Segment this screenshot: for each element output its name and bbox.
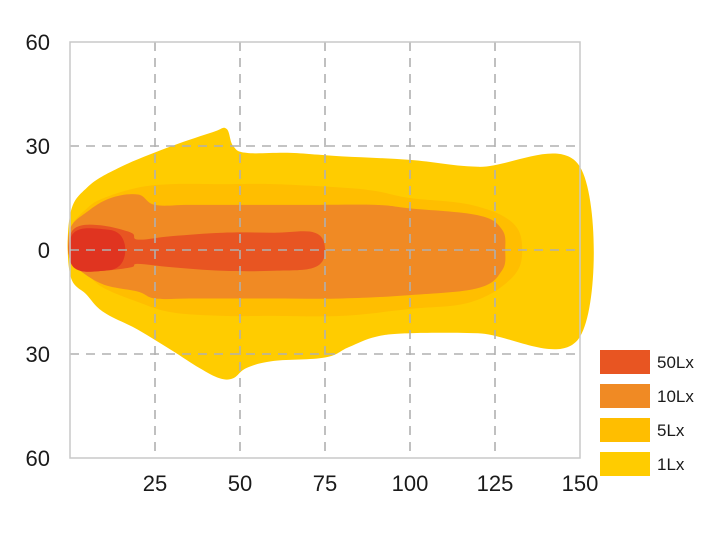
y-tick-label: 0 <box>38 238 50 263</box>
area-50lx <box>68 224 325 272</box>
legend-swatch <box>600 452 650 476</box>
legend-swatch <box>600 384 650 408</box>
x-tick-label: 100 <box>392 471 429 496</box>
legend-label: 1Lx <box>657 455 685 474</box>
x-tick-label: 50 <box>228 471 252 496</box>
y-tick-label: 30 <box>26 134 50 159</box>
legend-label: 5Lx <box>657 421 685 440</box>
grid-lines <box>70 42 580 458</box>
x-tick-label: 75 <box>313 471 337 496</box>
legend: 50Lx 10Lx 5Lx 1Lx <box>600 350 694 476</box>
y-tick-label: 30 <box>26 342 50 367</box>
area-50lx-core <box>68 228 126 272</box>
x-axis-ticks: 25 50 75 100 125 150 <box>143 471 599 496</box>
x-tick-label: 150 <box>562 471 599 496</box>
isolux-areas <box>67 127 594 380</box>
plot-frame <box>69 41 581 459</box>
y-tick-label: 60 <box>26 30 50 55</box>
x-tick-label: 125 <box>477 471 514 496</box>
legend-swatch <box>600 418 650 442</box>
y-axis-ticks: 60 30 0 30 60 <box>26 30 50 471</box>
y-tick-label: 60 <box>26 446 50 471</box>
legend-swatch <box>600 350 650 374</box>
legend-label: 10Lx <box>657 387 694 406</box>
legend-label: 50Lx <box>657 353 694 372</box>
x-tick-label: 25 <box>143 471 167 496</box>
